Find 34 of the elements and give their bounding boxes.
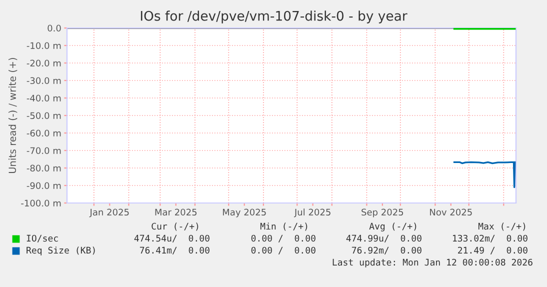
legend-label: Req Size (KB) xyxy=(26,246,95,256)
text: 21.49 / 0.00 xyxy=(458,246,528,254)
y-tick-label: -60.0 m xyxy=(26,130,61,137)
text: 76.92m/ 0.00 xyxy=(352,246,422,254)
y-tick-label: -40.0 m xyxy=(26,94,61,102)
y-tick-label: -30.0 m xyxy=(26,77,61,84)
text: Min (-/+) xyxy=(260,222,308,231)
chart-title: IOs for /dev/pve/vm-107-disk-0 - by year xyxy=(140,10,408,24)
text: 474.54u/ 0.00 xyxy=(134,234,210,242)
y-tick-label: -10.0 m xyxy=(26,42,61,50)
y-tick-label: -70.0 m xyxy=(26,147,61,154)
text: Avg (-/+) xyxy=(369,222,416,232)
text: 0.00 / 0.00 xyxy=(251,234,316,242)
text: 76.41m/ 0.00 xyxy=(140,246,210,254)
y-tick-label: -50.0 m xyxy=(26,112,61,120)
x-tick-label: Nov 2025 xyxy=(430,208,472,216)
y-tick-label: 0.0 xyxy=(48,24,61,32)
x-tick-label: Jul 2025 xyxy=(294,208,330,218)
y-axis-title: Units read (-) / write (+) xyxy=(8,58,18,174)
x-tick-label: Mar 2025 xyxy=(155,208,197,216)
y-tick-label: -20.0 m xyxy=(26,60,61,67)
text: 133.02m/ 0.00 xyxy=(452,234,528,242)
y-tick-label: -100.0 m xyxy=(21,200,61,207)
text: 0.00 / 0.00 xyxy=(251,246,316,254)
legend-label: IO/sec xyxy=(26,234,58,242)
x-tick-label: Jan 2025 xyxy=(89,208,129,218)
x-tick-label: Sep 2025 xyxy=(362,208,404,218)
text: Cur (-/+) xyxy=(152,222,198,231)
y-tick-label: -80.0 m xyxy=(26,164,61,172)
y-tick-label: -90.0 m xyxy=(26,182,61,190)
x-tick-label: May 2025 xyxy=(222,208,266,218)
text: Max (-/+) xyxy=(478,222,526,231)
text: 474.99u/ 0.00 xyxy=(346,234,422,242)
text: Last update: Mon Jan 12 00:00:08 2026 xyxy=(332,258,532,268)
